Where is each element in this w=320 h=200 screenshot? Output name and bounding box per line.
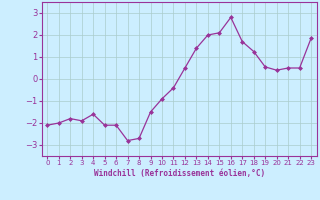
X-axis label: Windchill (Refroidissement éolien,°C): Windchill (Refroidissement éolien,°C): [94, 169, 265, 178]
